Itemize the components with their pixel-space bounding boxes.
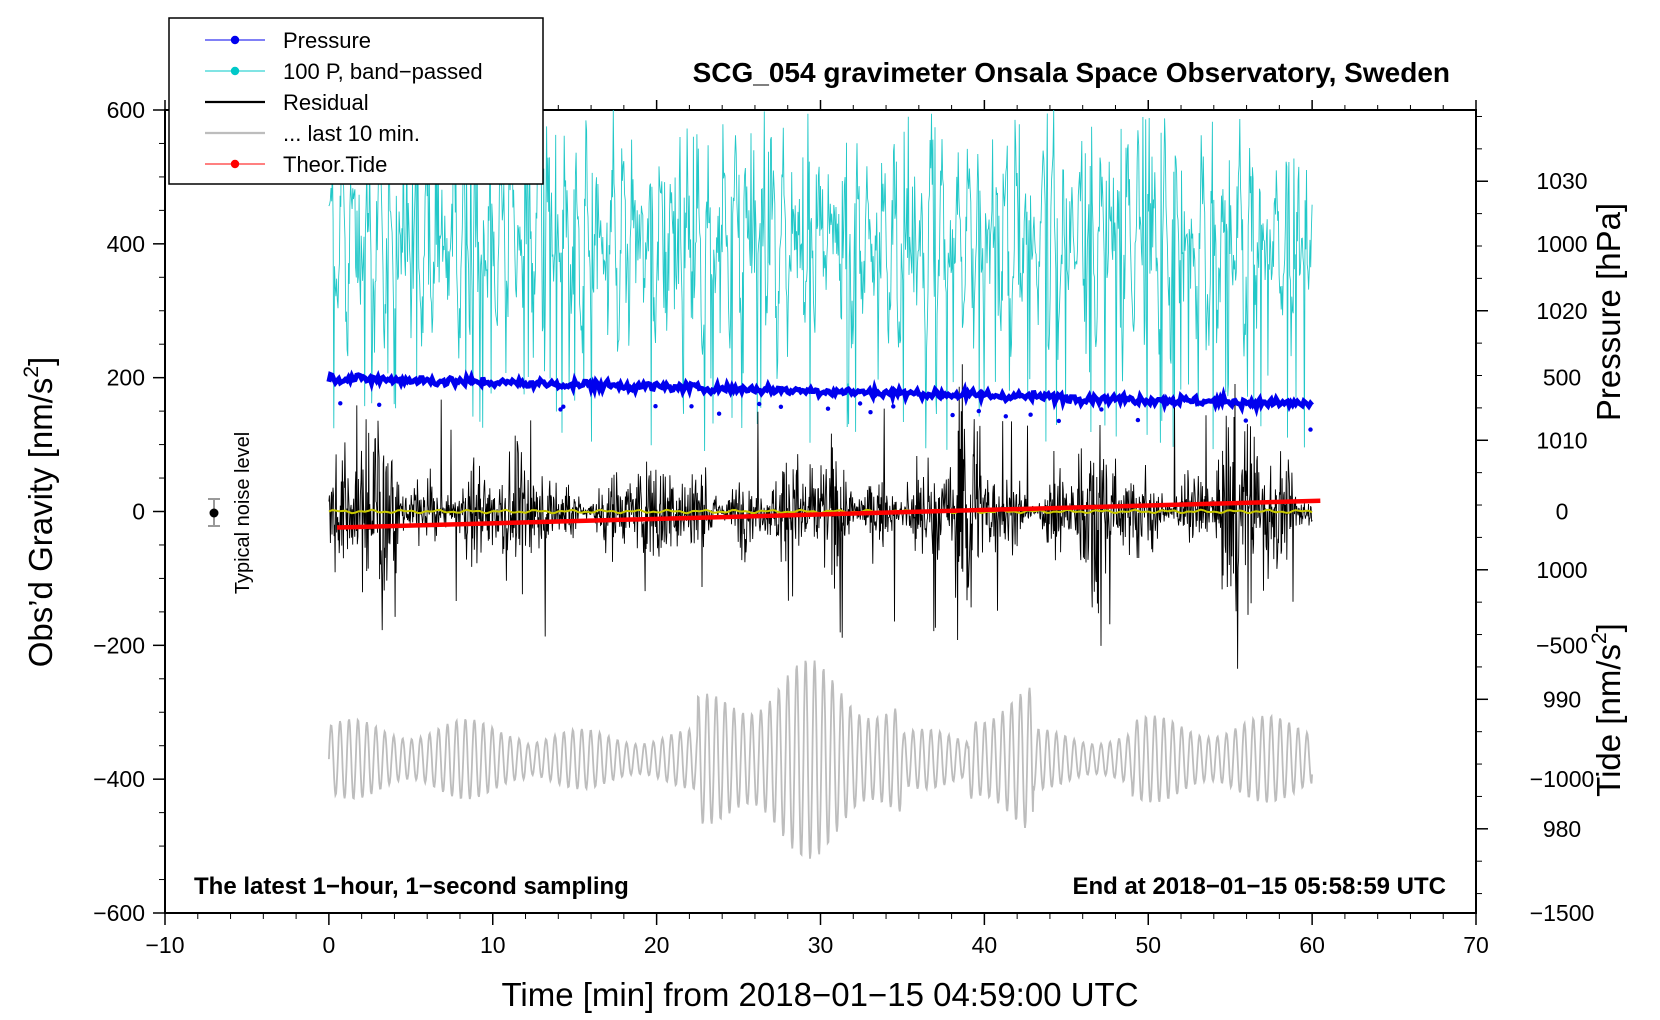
noise-marker: Typical noise level — [208, 432, 254, 594]
series-pressure — [326, 369, 1314, 418]
pressure-point — [561, 404, 566, 409]
legend-marker — [230, 66, 240, 76]
x-tick-label: 20 — [644, 932, 670, 958]
chart-title: SCG_054 gravimeter Onsala Space Observat… — [693, 57, 1450, 88]
y-tick-label: 200 — [107, 365, 145, 391]
y-axis-left-label-close: ] — [22, 357, 59, 366]
pressure-point — [778, 404, 784, 409]
legend-label: ... last 10 min. — [283, 121, 420, 146]
pressure-tick-label: 1030 — [1536, 168, 1587, 194]
y-tick-label: −400 — [93, 766, 145, 792]
x-axis: −10 0 10 20 30 40 50 60 70 — [145, 100, 1489, 958]
pressure-point — [1099, 407, 1104, 412]
pressure-tick-label: 1000 — [1536, 557, 1587, 583]
legend: Pressure 100 P, band−passed Residual ... la… — [168, 17, 544, 185]
tide-tick-label: −500 — [1536, 632, 1588, 658]
tide-tick-label: −1000 — [1530, 766, 1595, 792]
pressure-point — [1003, 414, 1008, 419]
x-tick-label: 30 — [808, 932, 834, 958]
legend-label: 100 P, band−passed — [283, 59, 483, 84]
series-layer — [326, 109, 1321, 859]
tide-tick-label: −1500 — [1530, 900, 1595, 926]
y-axis-left-label: Obs’d Gravity [nm/s2] — [20, 357, 59, 668]
svg-text:Obs’d Gravity [nm/s2]: Obs’d Gravity [nm/s2] — [20, 357, 59, 668]
x-axis-label: Time [min] from 2018−01−15 04:59:00 UTC — [501, 976, 1138, 1013]
legend-label: Theor.Tide — [283, 152, 387, 177]
x-tick-label: −10 — [145, 932, 184, 958]
tide-tick-label: 1000 — [1536, 231, 1587, 257]
pressure-point — [1056, 418, 1062, 424]
pressure-point — [757, 401, 762, 407]
tide-tick-label: 500 — [1543, 365, 1581, 391]
pressure-point — [1028, 412, 1033, 417]
pressure-point — [825, 406, 831, 411]
pressure-point — [689, 404, 694, 409]
pressure-tick-label: 980 — [1543, 816, 1581, 842]
y-tick-label: 0 — [132, 499, 145, 525]
pressure-point — [1243, 418, 1249, 423]
annotation-bottom-left: The latest 1−hour, 1−second sampling — [194, 873, 629, 900]
x-tick-label: 60 — [1299, 932, 1325, 958]
annotation-bottom-right: End at 2018−01−15 05:58:59 UTC — [1072, 873, 1446, 900]
tide-axis-label-close: ] — [1590, 623, 1627, 632]
y-axis-tide: −1500 −1000 −500 0 500 1000 — [1530, 231, 1595, 926]
series-theor-tide — [337, 498, 1321, 530]
y-tick-label: 600 — [107, 97, 145, 123]
svg-text:Tide [nm/s2]: Tide [nm/s2] — [1588, 623, 1627, 797]
pressure-tick-label: 1010 — [1536, 427, 1587, 453]
pressure-point — [338, 401, 343, 406]
noise-dot — [209, 508, 219, 518]
pressure-point — [377, 402, 382, 407]
pressure-point — [558, 407, 563, 412]
noise-label: Typical noise level — [232, 432, 254, 594]
x-tick-label: 10 — [480, 932, 506, 958]
series-last-10-min — [328, 660, 1313, 859]
x-tick-label: 70 — [1463, 932, 1489, 958]
pressure-point — [1308, 427, 1313, 432]
legend-marker — [230, 159, 240, 169]
pressure-point — [716, 411, 722, 416]
y-tick-label: −600 — [93, 900, 145, 926]
legend-label: Pressure — [283, 28, 371, 53]
pressure-point — [868, 410, 873, 415]
pressure-tick-label: 1020 — [1536, 298, 1587, 324]
tide-axis-label: Tide [nm/s2] — [1588, 623, 1627, 797]
series-bandpassed-pressure — [328, 109, 1313, 452]
pressure-point — [653, 404, 658, 409]
svg-text:Pressure [hPa]: Pressure [hPa] — [1590, 203, 1627, 421]
x-tick-label: 50 — [1135, 932, 1161, 958]
y-axis-pressure: 980 990 1000 1010 1020 1030 — [1476, 115, 1588, 895]
y-tick-label: 400 — [107, 231, 145, 257]
pressure-axis-label: Pressure [hPa] — [1590, 203, 1627, 421]
y-tick-label: −200 — [93, 632, 145, 658]
tide-axis-label-text: Tide [nm/s — [1590, 644, 1627, 797]
x-tick-label: 40 — [972, 932, 998, 958]
legend-label: Residual — [283, 90, 369, 115]
y-axis-left-label-sup: 2 — [20, 366, 43, 378]
pressure-point — [891, 404, 896, 409]
pressure-point — [976, 408, 981, 414]
tide-tick-label: 0 — [1556, 499, 1569, 525]
pressure-point — [1135, 417, 1141, 423]
legend-marker — [230, 35, 240, 45]
y-axis-left: −600 −400 −200 0 200 400 600 — [93, 97, 165, 926]
y-axis-left-label-text: Obs’d Gravity [nm/s — [22, 378, 59, 668]
tide-axis-label-sup: 2 — [1588, 632, 1611, 644]
pressure-point — [950, 412, 955, 418]
x-tick-label: 0 — [322, 932, 335, 958]
pressure-tick-label: 990 — [1543, 686, 1581, 712]
pressure-point — [857, 401, 863, 406]
